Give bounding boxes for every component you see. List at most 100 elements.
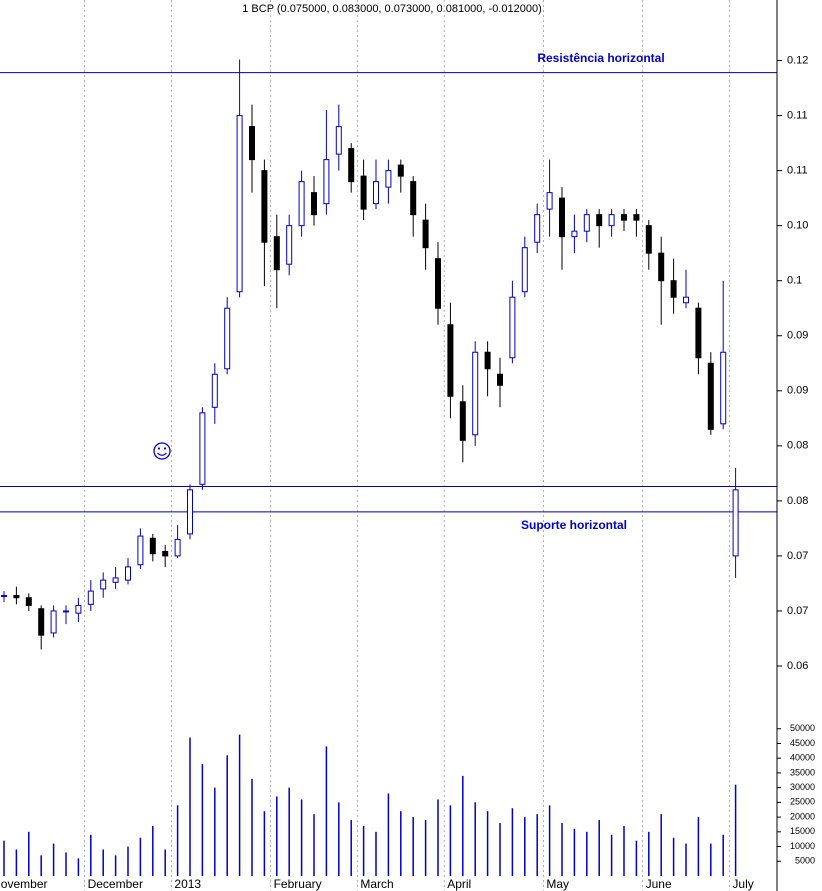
candle-body	[596, 214, 603, 227]
volume-bar	[598, 820, 600, 876]
volume-tick-label: 50000	[790, 723, 815, 733]
candle-body	[236, 115, 243, 293]
volume-bar	[288, 787, 290, 876]
candle-body	[174, 538, 181, 557]
candle-body	[199, 412, 206, 485]
candle-body	[360, 175, 367, 210]
candle-body	[373, 181, 379, 205]
x-tick-label: April	[447, 877, 471, 891]
candle-body	[75, 604, 82, 614]
volume-bar	[710, 843, 712, 876]
candle-body	[38, 608, 45, 636]
candle-body	[286, 225, 293, 265]
volume-bar	[313, 814, 315, 876]
candle-body	[311, 192, 317, 216]
volume-bar	[561, 822, 563, 876]
candle-body	[137, 535, 144, 566]
annotation: Suporte horizontal	[521, 518, 627, 532]
volume-bar	[263, 811, 266, 876]
volume-bar	[201, 764, 204, 876]
volume-bar	[3, 840, 5, 876]
candle-body	[695, 307, 702, 359]
volume-bar	[362, 825, 365, 876]
volume-bar	[734, 784, 737, 876]
y-tick-label: 0.07	[787, 605, 808, 617]
x-tick-label: March	[360, 877, 393, 891]
volume-bar	[238, 734, 241, 876]
x-tick-label: June	[646, 877, 672, 891]
volume-bar	[486, 811, 489, 876]
annotation: Resistência horizontal	[537, 51, 664, 65]
candle-body	[410, 181, 417, 216]
volume-tick-label: 40000	[790, 753, 815, 763]
candle-body	[720, 351, 727, 425]
y-tick-label: 0.07	[787, 550, 808, 562]
candle-body	[335, 126, 342, 155]
volume-bar	[214, 787, 216, 876]
candle-body	[472, 351, 479, 436]
volume-tick-label: 10000	[790, 841, 815, 851]
y-tick-label: 0.1	[787, 275, 802, 287]
volume-bar	[412, 817, 414, 876]
candle-body	[707, 362, 714, 430]
candle-body	[50, 610, 57, 634]
candle-body	[658, 252, 665, 282]
y-tick-label: 0.11	[787, 165, 808, 177]
candle-body	[447, 324, 454, 397]
volume-bar	[189, 737, 191, 876]
volume-bar	[152, 825, 154, 876]
x-tick-label: February	[274, 877, 322, 891]
candle-body	[732, 489, 739, 557]
x-tick-label: July	[732, 877, 753, 891]
candle-body	[25, 597, 32, 606]
candle-body	[13, 595, 20, 599]
candle-body	[608, 214, 615, 227]
candle-body	[249, 126, 255, 161]
candle-body	[1, 595, 7, 598]
volume-bar	[660, 814, 662, 876]
y-tick-label: 0.08	[787, 495, 808, 507]
x-tick-label: ovember	[1, 877, 48, 891]
volume-bar	[610, 834, 613, 876]
candle-body	[435, 258, 441, 309]
volume-bar	[400, 811, 402, 876]
volume-tick-label: 45000	[790, 738, 815, 748]
candle-body	[162, 550, 169, 557]
volume-tick-label: 25000	[790, 797, 815, 807]
chart-title: 1 BCP (0.075000, 0.083000, 0.073000, 0.0…	[242, 3, 542, 15]
candle-body	[559, 197, 565, 238]
y-tick-label: 0.12	[787, 54, 808, 66]
candle-body	[534, 214, 541, 243]
volume-bar	[139, 837, 142, 876]
volume-bar	[375, 831, 377, 876]
volume-bar	[548, 805, 551, 876]
volume-bar	[40, 855, 42, 876]
candle-body	[397, 164, 404, 177]
volume-bar	[573, 828, 576, 876]
candle-body	[323, 159, 330, 205]
candle-body	[348, 148, 355, 183]
volume-bar	[437, 799, 439, 876]
volume-bar	[325, 746, 328, 876]
volume-tick-label: 15000	[790, 826, 815, 836]
candle-body	[683, 296, 689, 304]
volume-bar	[251, 778, 253, 876]
volume-bar	[536, 814, 538, 876]
x-tick-label: 2013	[174, 877, 201, 891]
candle-body	[261, 170, 268, 243]
volume-bar	[65, 852, 67, 876]
candle-body	[100, 579, 107, 590]
volume-bar	[623, 825, 625, 876]
candle-body	[633, 214, 640, 221]
volume-bar	[635, 840, 638, 876]
volume-tick-label: 30000	[790, 782, 815, 792]
volume-bar	[90, 834, 92, 876]
candle-body	[298, 181, 305, 227]
volume-bar	[722, 834, 724, 876]
volume-bar	[127, 846, 129, 876]
y-tick-label: 0.06	[787, 660, 808, 672]
volume-bar	[226, 755, 228, 876]
candle-body	[422, 219, 429, 249]
candle-body	[484, 351, 491, 370]
volume-bar	[474, 802, 476, 876]
